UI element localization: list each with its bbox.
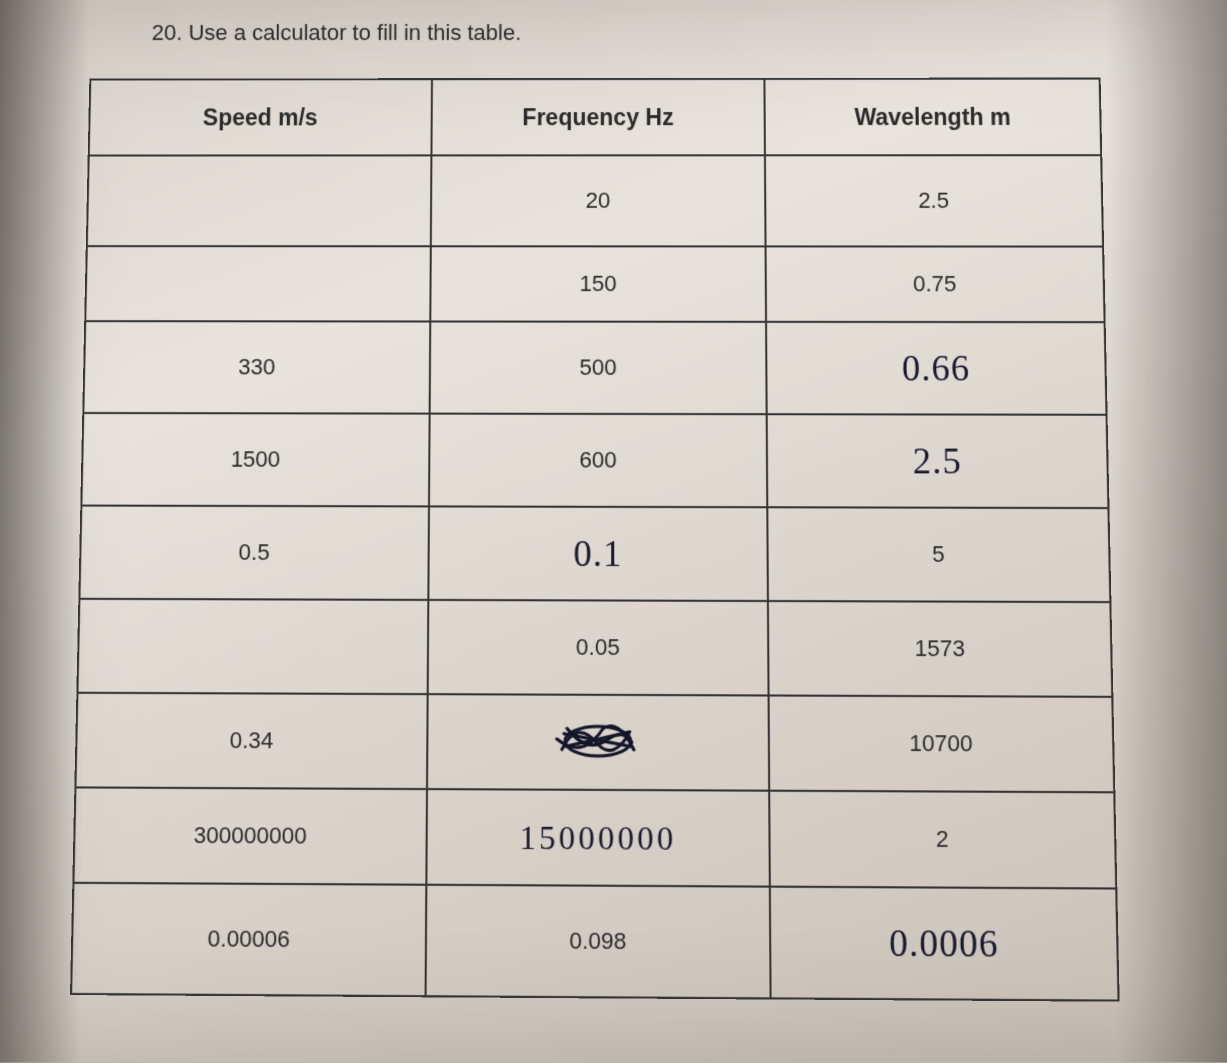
cell-wavelength: 5	[768, 507, 1111, 602]
table-row: 0.00006 0.098 0.0006	[71, 883, 1118, 1001]
worksheet-paper: 20. Use a calculator to fill in this tab…	[0, 0, 1227, 1063]
cell-wavelength: 10700	[769, 695, 1114, 792]
cell-wavelength: 0.66	[766, 322, 1106, 415]
cell-frequency: 150	[430, 246, 766, 322]
table-row: 20 2.5	[87, 155, 1103, 246]
question-number: 20.	[152, 20, 183, 45]
cell-wavelength: 2.5	[767, 414, 1108, 508]
cell-wavelength: 2	[770, 791, 1117, 889]
table-row: 1500 600 2.5	[81, 413, 1108, 508]
question-prompt: 20. Use a calculator to fill in this tab…	[152, 20, 522, 46]
cell-speed	[87, 155, 431, 246]
cell-speed: 0.00006	[71, 883, 426, 996]
cell-speed: 300000000	[73, 787, 426, 884]
page-shadow-right	[1107, 0, 1227, 1063]
cell-frequency: 0.05	[427, 600, 769, 696]
cell-wavelength: 0.0006	[770, 887, 1118, 1001]
table-row: 0.34 10700	[75, 693, 1114, 793]
cell-wavelength: 0.75	[766, 246, 1105, 322]
table-row: 300000000 15000000 2	[73, 787, 1116, 888]
cell-speed: 0.5	[79, 506, 428, 600]
table-row: 0.5 0.1 5	[79, 506, 1110, 603]
cell-frequency: 0.098	[425, 885, 771, 999]
col-header-frequency: Frequency Hz	[431, 79, 765, 156]
table-header-row: Speed m/s Frequency Hz Wavelength m	[89, 79, 1101, 156]
cell-frequency: 20	[431, 155, 766, 246]
question-text: Use a calculator to fill in this table.	[188, 20, 521, 45]
handwritten-answer: 0.66	[902, 348, 971, 389]
cell-speed	[77, 599, 428, 694]
col-header-speed: Speed m/s	[89, 79, 432, 155]
cell-speed	[85, 246, 430, 321]
cell-frequency: 600	[429, 414, 768, 508]
scribbled-out-answer	[541, 712, 654, 765]
table-row: 150 0.75	[85, 246, 1104, 322]
table-row: 330 500 0.66	[83, 321, 1106, 415]
cell-speed: 330	[83, 321, 430, 413]
handwritten-answer: 2.5	[912, 440, 962, 482]
wave-table: Speed m/s Frequency Hz Wavelength m 20 2…	[70, 78, 1120, 1002]
cell-wavelength: 2.5	[765, 155, 1103, 246]
cell-speed: 0.34	[75, 693, 427, 789]
table-row: 0.05 1573	[77, 599, 1112, 697]
col-header-wavelength: Wavelength m	[765, 79, 1101, 156]
handwritten-answer: 0.1	[573, 533, 622, 575]
handwritten-answer: 15000000	[519, 818, 676, 857]
cell-speed: 1500	[81, 413, 429, 506]
cell-frequency: 0.1	[428, 506, 768, 601]
cell-wavelength: 1573	[768, 601, 1112, 697]
cell-frequency	[427, 694, 770, 791]
cell-frequency: 15000000	[426, 789, 770, 887]
handwritten-answer: 0.0006	[889, 922, 999, 966]
cell-frequency: 500	[429, 321, 767, 414]
